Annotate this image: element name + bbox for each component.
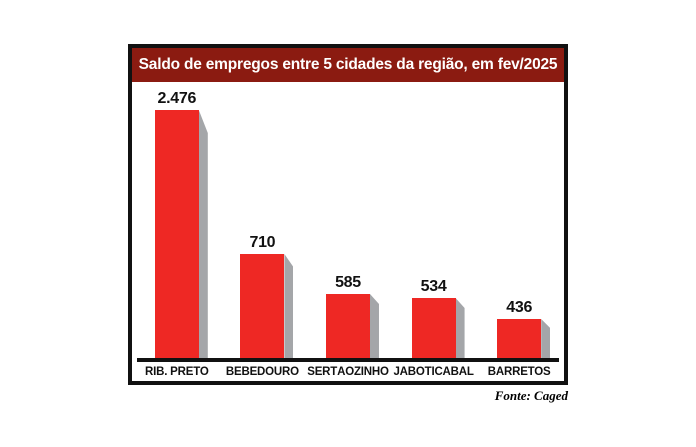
bar-column: 710 <box>220 235 306 358</box>
bar-value-label: 710 <box>249 234 276 251</box>
bar-3d <box>497 319 551 358</box>
plot-area: 2.476 710 585 534 436 <box>132 82 564 358</box>
bar-shadow <box>284 254 294 358</box>
bar-column: 585 <box>305 275 391 358</box>
bar-shadow <box>541 319 551 358</box>
category-labels-row: RIB. PRETO BEBEDOURO SERTÃOZINHO JABOTICABA… <box>132 362 564 381</box>
bar <box>497 319 542 358</box>
bar-value-label: 534 <box>420 278 447 295</box>
bar-3d <box>240 254 294 358</box>
bar-value-label: 585 <box>335 274 361 291</box>
source-note: Fonte: Caged <box>494 388 568 403</box>
chart-title: Saldo de empregos entre 5 cidades da reg… <box>132 48 564 82</box>
bar-shadow <box>369 294 379 358</box>
bar-3d <box>411 298 465 358</box>
category-label: BEBEDOURO <box>225 365 299 378</box>
bar-column: 436 <box>476 300 562 358</box>
bar-column: 534 <box>391 279 477 358</box>
bar-column: 2.476 <box>134 91 220 358</box>
chart-frame: Saldo de empregos entre 5 cidades da reg… <box>128 44 568 385</box>
bar-value-label: 2.476 <box>157 90 197 107</box>
bar <box>325 294 370 358</box>
bar <box>154 110 199 358</box>
bar <box>240 254 285 358</box>
bar <box>411 298 456 358</box>
bar-3d <box>154 110 208 358</box>
category-label: BARRETOS <box>487 365 551 378</box>
category-label: JABOTICABAL <box>393 365 474 378</box>
bar-shadow <box>455 298 465 358</box>
bar-3d <box>325 294 379 358</box>
category-label: RIB. PRETO <box>144 365 209 378</box>
bar-value-label: 436 <box>506 299 533 316</box>
x-axis-baseline <box>137 358 559 362</box>
bar-shadow <box>198 110 208 358</box>
category-label: SERTÃOZINHO <box>307 365 389 378</box>
